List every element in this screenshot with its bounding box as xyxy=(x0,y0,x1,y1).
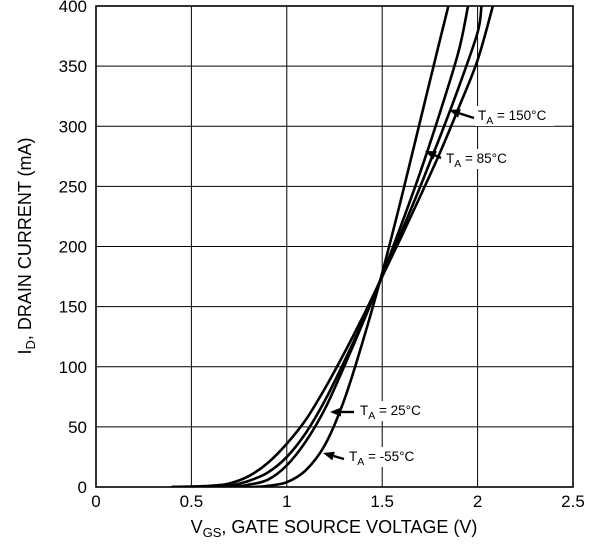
x-tick-label: 1.5 xyxy=(370,492,394,511)
annotation-label: TA = -55°C xyxy=(349,449,415,468)
annotations: TA = 150°C TA = 85°C TA = 25°C TA = -55°C xyxy=(323,106,555,468)
annotation-arrow-shaft xyxy=(459,112,475,120)
annotation-arrow-head xyxy=(323,451,335,461)
annotation-arrow-head xyxy=(330,407,341,417)
x-tick-label: 0 xyxy=(91,492,100,511)
annotation-background xyxy=(357,401,429,421)
plot-frame xyxy=(95,5,574,488)
series-annotation: TA = 150°C xyxy=(449,106,555,127)
annotation-arrow-head xyxy=(449,109,461,118)
annotation-background xyxy=(443,149,515,169)
annotation-background xyxy=(346,447,426,467)
annotation-label: TA = 150°C xyxy=(478,108,547,127)
x-tick-label: 0.5 xyxy=(180,492,204,511)
series-line xyxy=(171,6,450,487)
y-tick-label: 150 xyxy=(59,298,87,317)
series-line xyxy=(171,6,495,487)
y-tick-label: 50 xyxy=(68,418,87,437)
x-tick-labels: 0 0.5 1 1.5 2 2.5 xyxy=(91,492,585,511)
annotation-arrow-head xyxy=(425,151,437,160)
x-tick-label: 2.5 xyxy=(561,492,585,511)
y-tick-label: 100 xyxy=(59,358,87,377)
y-axis-label: ID, DRAIN CURRENT (mA) xyxy=(15,137,38,354)
y-tick-label: 350 xyxy=(59,57,87,76)
annotation-label: TA = 25°C xyxy=(360,403,421,422)
x-tick-label: 2 xyxy=(473,492,482,511)
series-line xyxy=(171,6,470,487)
x-axis-label: VGS, GATE SOURCE VOLTAGE (V) xyxy=(191,517,478,540)
y-tick-label: 300 xyxy=(59,117,87,136)
y-tick-labels: 0 50 100 150 200 250 300 350 400 xyxy=(59,0,87,497)
y-tick-label: 200 xyxy=(59,238,87,257)
series-annotation: TA = 85°C xyxy=(425,149,515,170)
y-tick-label: 400 xyxy=(59,0,87,16)
y-tick-label: 250 xyxy=(59,177,87,196)
y-tick-label: 0 xyxy=(78,478,87,497)
annotation-arrow-shaft xyxy=(434,154,442,160)
series-annotation: TA = -55°C xyxy=(323,447,426,468)
grid-lines xyxy=(96,6,573,487)
curves xyxy=(171,6,495,487)
x-tick-label: 1 xyxy=(282,492,291,511)
annotation-label: TA = 85°C xyxy=(446,151,507,170)
annotation-background xyxy=(475,106,555,126)
series-line xyxy=(171,6,483,487)
series-annotation: TA = 25°C xyxy=(330,401,429,422)
annotation-arrow-shaft xyxy=(333,454,345,461)
